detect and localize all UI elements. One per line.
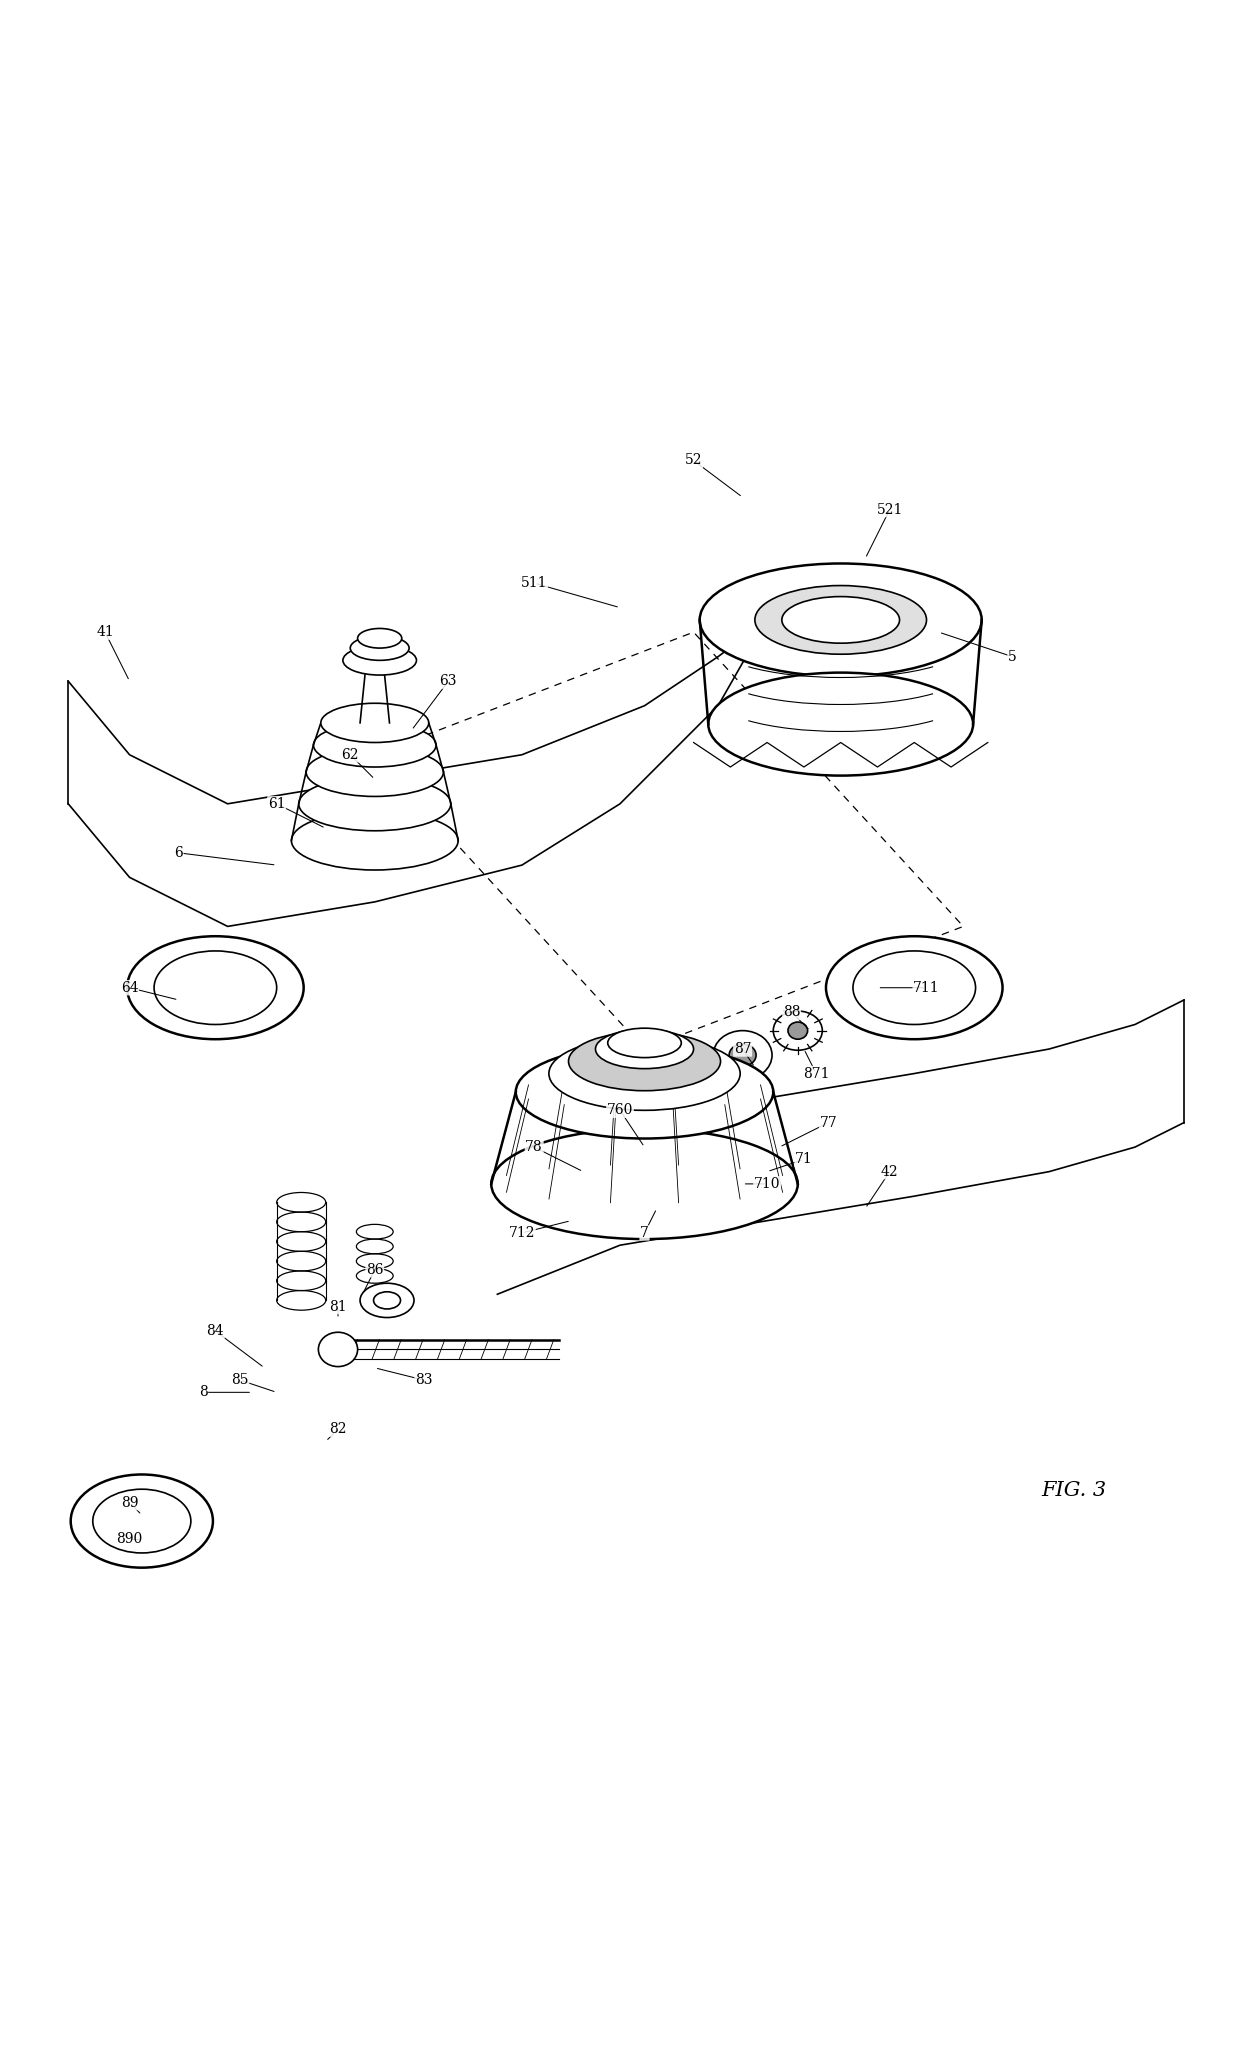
- Ellipse shape: [128, 936, 304, 1039]
- Ellipse shape: [713, 1031, 773, 1080]
- Text: 71: 71: [795, 1152, 812, 1166]
- Text: 64: 64: [120, 981, 139, 994]
- Text: 712: 712: [508, 1225, 536, 1240]
- Ellipse shape: [608, 1029, 681, 1057]
- Ellipse shape: [314, 723, 436, 766]
- Ellipse shape: [774, 1010, 822, 1051]
- Ellipse shape: [319, 1332, 357, 1367]
- Ellipse shape: [360, 1283, 414, 1318]
- Text: 871: 871: [804, 1068, 830, 1080]
- Text: 52: 52: [684, 453, 702, 467]
- Ellipse shape: [516, 1045, 774, 1139]
- Ellipse shape: [699, 563, 982, 676]
- Ellipse shape: [782, 596, 899, 643]
- Ellipse shape: [71, 1475, 213, 1567]
- Text: 83: 83: [415, 1373, 433, 1387]
- Text: 7: 7: [640, 1225, 649, 1240]
- Text: 85: 85: [231, 1373, 249, 1387]
- Text: 6: 6: [175, 846, 184, 861]
- Ellipse shape: [568, 1033, 720, 1090]
- Text: 5: 5: [1008, 650, 1017, 664]
- Text: 86: 86: [366, 1262, 383, 1277]
- Ellipse shape: [299, 777, 451, 830]
- Text: 521: 521: [877, 502, 903, 516]
- Text: 63: 63: [440, 674, 458, 688]
- Ellipse shape: [93, 1490, 191, 1553]
- Ellipse shape: [321, 703, 429, 742]
- Text: 42: 42: [880, 1164, 899, 1178]
- Ellipse shape: [343, 645, 417, 674]
- Ellipse shape: [491, 1129, 797, 1240]
- Text: FIG. 3: FIG. 3: [1042, 1481, 1106, 1500]
- Text: 711: 711: [913, 981, 940, 994]
- Text: 82: 82: [330, 1422, 347, 1436]
- Text: 760: 760: [606, 1102, 634, 1117]
- Ellipse shape: [357, 629, 402, 647]
- Text: 890: 890: [117, 1533, 143, 1547]
- Text: 78: 78: [526, 1139, 543, 1154]
- Text: 81: 81: [329, 1299, 347, 1313]
- Text: 88: 88: [782, 1006, 800, 1018]
- Ellipse shape: [291, 811, 458, 871]
- Text: 8: 8: [198, 1385, 207, 1399]
- Text: 710: 710: [754, 1176, 780, 1190]
- Ellipse shape: [306, 748, 444, 797]
- Text: 511: 511: [521, 576, 547, 590]
- Ellipse shape: [729, 1045, 756, 1065]
- Text: 89: 89: [120, 1496, 139, 1510]
- Ellipse shape: [826, 936, 1003, 1039]
- Text: 62: 62: [341, 748, 360, 762]
- Ellipse shape: [154, 951, 277, 1024]
- Ellipse shape: [708, 672, 973, 777]
- Text: 87: 87: [734, 1043, 751, 1055]
- Ellipse shape: [787, 1022, 807, 1039]
- Ellipse shape: [350, 635, 409, 660]
- Ellipse shape: [549, 1037, 740, 1111]
- Text: 41: 41: [97, 625, 114, 639]
- Text: 61: 61: [268, 797, 285, 811]
- Ellipse shape: [755, 586, 926, 654]
- Ellipse shape: [853, 951, 976, 1024]
- Text: 84: 84: [207, 1324, 224, 1338]
- Text: 77: 77: [820, 1115, 837, 1129]
- Ellipse shape: [595, 1029, 693, 1070]
